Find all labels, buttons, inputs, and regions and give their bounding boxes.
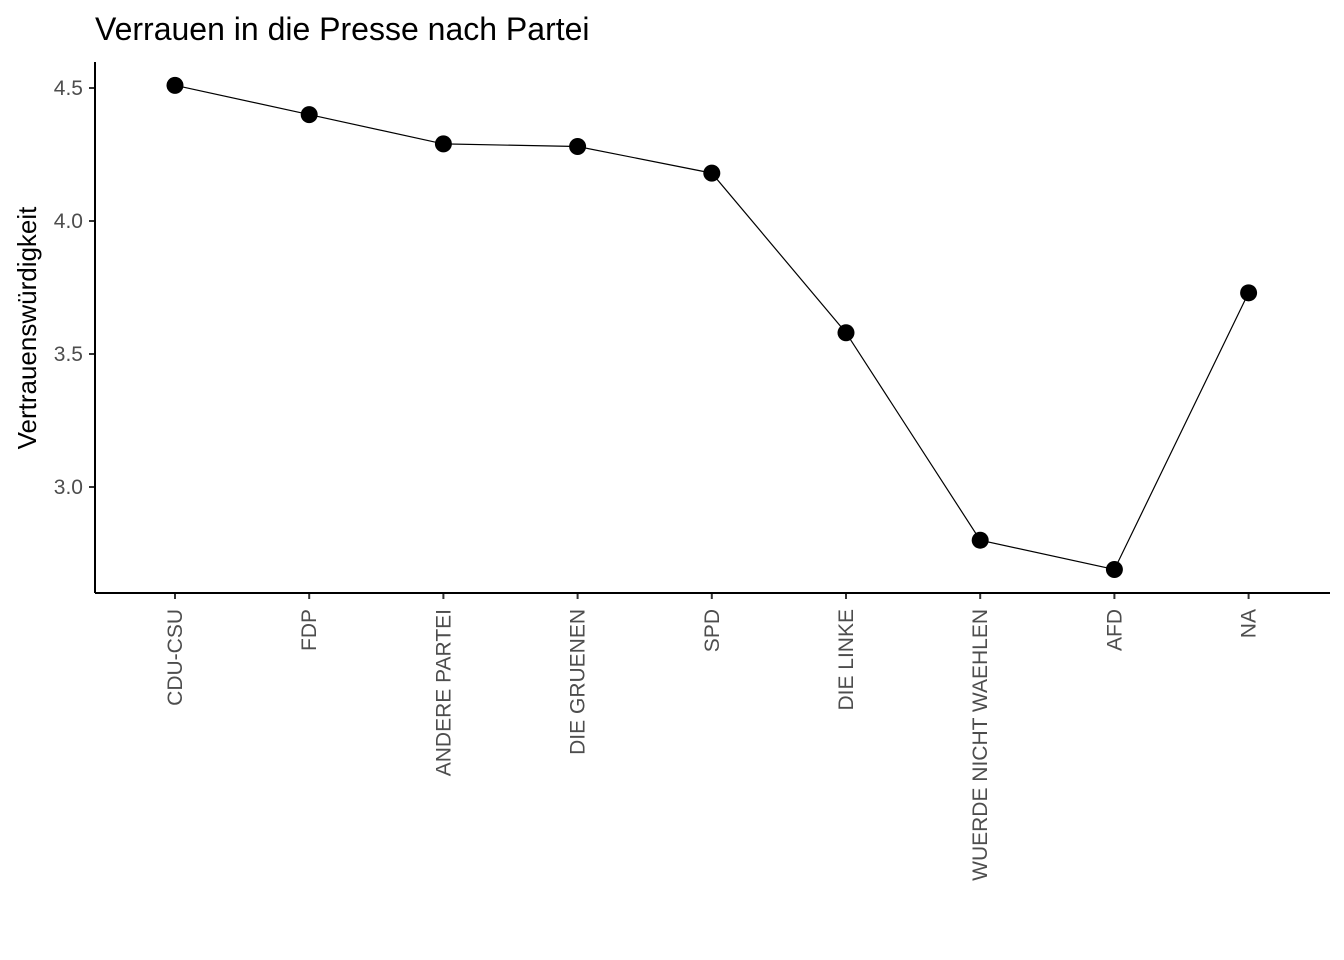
x-tick-label: FDP bbox=[298, 609, 321, 651]
y-axis-ticks: 3.0 3.5 4.0 4.5 bbox=[54, 77, 95, 499]
x-tick-label: DIE GRUENEN bbox=[567, 609, 590, 755]
y-tick-label: 3.0 bbox=[54, 476, 83, 499]
y-tick-label: 3.5 bbox=[54, 343, 83, 366]
data-point bbox=[971, 531, 989, 549]
y-tick-label: 4.0 bbox=[54, 210, 83, 233]
data-point bbox=[300, 106, 318, 124]
series bbox=[166, 76, 1258, 578]
x-tick-label: ANDERE PARTEI bbox=[432, 609, 455, 776]
data-point bbox=[1240, 284, 1258, 302]
x-tick-label: NA bbox=[1238, 609, 1261, 638]
chart-title: Verrauen in die Presse nach Partei bbox=[95, 11, 590, 47]
data-point bbox=[569, 138, 587, 156]
data-point bbox=[837, 324, 855, 342]
y-tick-label: 4.5 bbox=[54, 77, 83, 100]
x-tick-label: SPD bbox=[701, 609, 724, 652]
x-tick-label: DIE LINKE bbox=[835, 609, 858, 711]
data-point bbox=[1105, 560, 1123, 578]
x-tick-label: CDU-CSU bbox=[164, 609, 187, 706]
data-point bbox=[166, 76, 184, 94]
series-line bbox=[174, 84, 1250, 571]
data-point bbox=[434, 135, 452, 153]
x-axis-ticks: CDU-CSU FDP ANDERE PARTEI DIE GRUENEN SPD DIE… bbox=[164, 593, 1261, 881]
data-point bbox=[703, 164, 721, 182]
y-axis-label: Vertrauenswürdigkeit bbox=[12, 206, 42, 450]
x-tick-label: WUERDE NICHT WAEHLEN bbox=[969, 609, 992, 881]
x-tick-label: AFD bbox=[1103, 609, 1126, 651]
